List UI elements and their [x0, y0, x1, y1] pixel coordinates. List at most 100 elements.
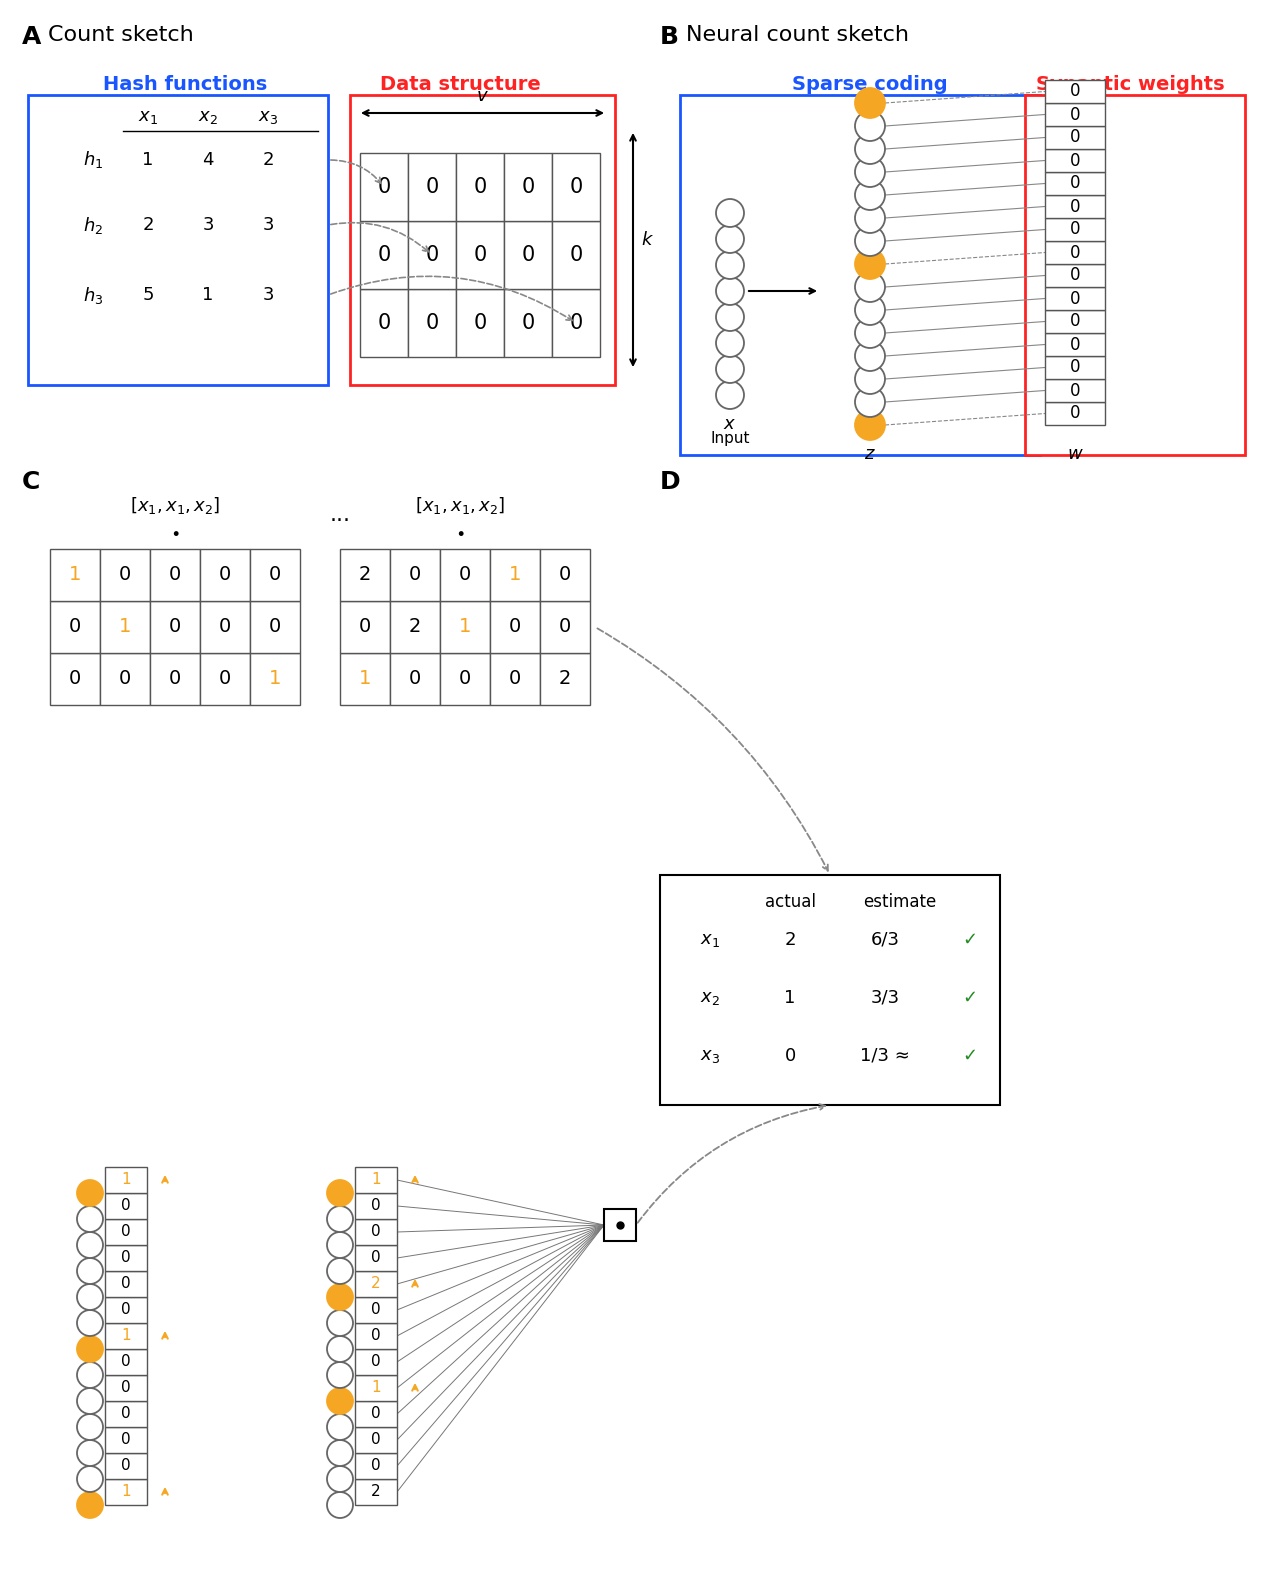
Text: 0: 0 — [1070, 312, 1080, 331]
Text: 0: 0 — [122, 1198, 131, 1214]
Text: 0: 0 — [371, 1328, 381, 1344]
Bar — [540, 601, 590, 653]
Text: 1: 1 — [371, 1173, 381, 1187]
Text: A: A — [22, 25, 41, 49]
Bar — [105, 1479, 147, 1506]
Text: $w$: $w$ — [1066, 445, 1083, 463]
Circle shape — [716, 250, 744, 279]
Bar — [105, 1349, 147, 1376]
Circle shape — [77, 1336, 102, 1362]
Bar — [50, 548, 100, 601]
Text: ✓: ✓ — [963, 1048, 978, 1065]
Circle shape — [326, 1414, 353, 1441]
Text: 0: 0 — [371, 1355, 381, 1369]
Text: ✓: ✓ — [963, 989, 978, 1006]
Circle shape — [77, 1232, 102, 1258]
Bar — [150, 653, 200, 705]
Bar — [1044, 125, 1105, 149]
Circle shape — [326, 1284, 353, 1309]
Bar — [355, 1401, 397, 1427]
Text: 1: 1 — [142, 151, 154, 170]
Bar — [440, 601, 490, 653]
Text: 1: 1 — [358, 669, 371, 688]
Circle shape — [77, 1309, 102, 1336]
Bar — [340, 548, 390, 601]
Text: 0: 0 — [425, 312, 439, 333]
Text: actual: actual — [764, 892, 815, 911]
Bar — [105, 1426, 147, 1453]
Text: ✓: ✓ — [963, 930, 978, 949]
Circle shape — [326, 1441, 353, 1466]
Circle shape — [716, 303, 744, 331]
Text: 0: 0 — [219, 669, 232, 688]
Text: 0: 0 — [378, 312, 390, 333]
Text: 0: 0 — [408, 566, 421, 585]
Bar — [105, 1323, 147, 1349]
Text: Count sketch: Count sketch — [49, 25, 193, 44]
Bar — [490, 653, 540, 705]
Text: Sparse coding: Sparse coding — [792, 74, 947, 94]
Circle shape — [326, 1388, 353, 1414]
Text: 0: 0 — [358, 618, 371, 637]
Circle shape — [77, 1258, 102, 1284]
Bar — [355, 1297, 397, 1323]
Text: C: C — [22, 471, 41, 495]
Bar — [660, 875, 1000, 1105]
Bar — [340, 601, 390, 653]
Text: ...: ... — [329, 506, 351, 525]
Text: 0: 0 — [408, 669, 421, 688]
Bar — [28, 95, 328, 385]
Bar — [355, 1426, 397, 1453]
Bar — [250, 653, 300, 705]
Bar — [408, 220, 456, 288]
Bar — [355, 1271, 397, 1297]
Text: 0: 0 — [269, 566, 282, 585]
Bar — [50, 601, 100, 653]
Circle shape — [855, 273, 884, 303]
Text: 0: 0 — [474, 312, 486, 333]
Bar — [50, 653, 100, 705]
Text: 0: 0 — [219, 618, 232, 637]
Bar — [1044, 311, 1105, 333]
Text: $x_2$: $x_2$ — [700, 989, 719, 1006]
Text: 0: 0 — [378, 246, 390, 265]
Bar — [390, 548, 440, 601]
Text: 0: 0 — [122, 1458, 131, 1474]
Circle shape — [855, 157, 884, 187]
Bar — [540, 548, 590, 601]
Text: 0: 0 — [1070, 266, 1080, 284]
Bar — [1044, 379, 1105, 403]
Circle shape — [855, 135, 884, 163]
Text: $h_3$: $h_3$ — [83, 284, 104, 306]
Text: 0: 0 — [69, 669, 81, 688]
Text: Input: Input — [710, 431, 750, 445]
Bar — [355, 1219, 397, 1244]
Bar — [105, 1297, 147, 1323]
Text: 0: 0 — [1070, 106, 1080, 124]
Text: 0: 0 — [371, 1303, 381, 1317]
Circle shape — [77, 1441, 102, 1466]
Text: 2: 2 — [262, 151, 274, 170]
Text: 2: 2 — [142, 216, 154, 235]
Text: 0: 0 — [425, 178, 439, 197]
Bar — [408, 154, 456, 220]
Circle shape — [716, 355, 744, 384]
Circle shape — [326, 1466, 353, 1491]
Text: 3: 3 — [202, 216, 214, 235]
Circle shape — [855, 203, 884, 233]
Circle shape — [326, 1336, 353, 1362]
Text: 0: 0 — [169, 566, 182, 585]
Bar — [408, 288, 456, 357]
Text: estimate: estimate — [864, 892, 937, 911]
Text: 1: 1 — [269, 669, 282, 688]
Bar — [200, 548, 250, 601]
Text: 0: 0 — [371, 1251, 381, 1265]
Text: 1: 1 — [122, 1173, 131, 1187]
Circle shape — [855, 111, 884, 141]
Bar — [100, 601, 150, 653]
Circle shape — [716, 225, 744, 254]
Text: 2: 2 — [785, 930, 796, 949]
Bar — [200, 653, 250, 705]
Text: 0: 0 — [371, 1433, 381, 1447]
Bar — [355, 1194, 397, 1219]
